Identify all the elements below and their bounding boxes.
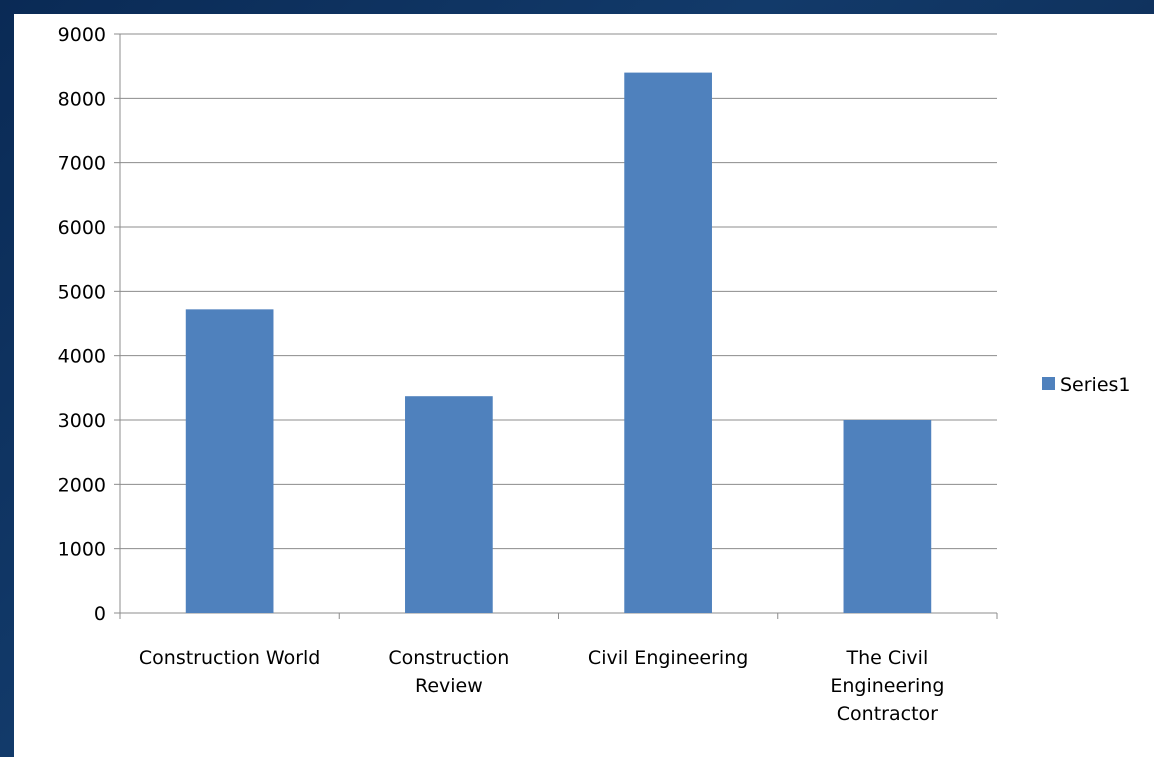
y-tick-label: 4000 [58,346,106,368]
x-category-label: Civil Engineering [588,647,748,669]
legend-label: Series1 [1060,374,1131,396]
y-tick-label: 3000 [58,410,106,432]
x-category-label: The Civil [846,647,929,669]
bar-chart: 0 1000 2000 3000 4000 5000 6000 7000 8000 9000 Con… [58,24,1131,725]
y-tick-label: 7000 [58,153,106,175]
y-tick-label: 1000 [58,539,106,561]
bar [624,72,712,614]
y-tick-label: 8000 [58,88,106,110]
x-category-label: Construction World [139,647,320,669]
legend-swatch [1042,377,1055,390]
y-tick-label: 6000 [58,217,106,239]
x-category-label: Engineering [830,675,944,697]
bar [185,309,274,613]
y-tick-label: 2000 [58,474,106,496]
x-category-label: Construction [388,647,509,669]
y-tick-label: 0 [94,603,106,625]
y-tick-label: 5000 [58,281,106,303]
bar [405,396,493,613]
y-tick-label: 9000 [58,24,106,46]
x-category-label: Review [415,675,483,697]
bar [843,420,932,613]
chart-panel: 0 1000 2000 3000 4000 5000 6000 7000 8000 9000 Con… [14,14,1154,757]
x-category-label: Contractor [837,703,938,725]
